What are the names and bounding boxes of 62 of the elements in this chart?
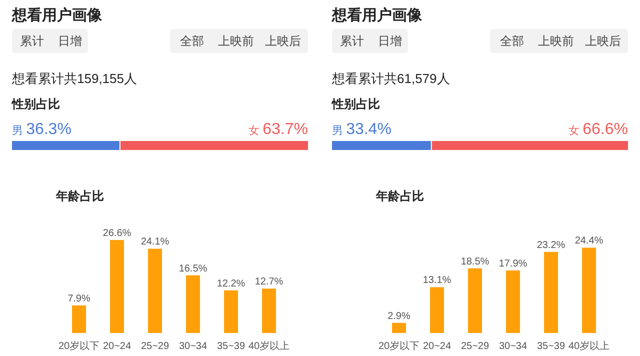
chart-title: 性别占比 [11, 97, 60, 111]
text: 想看用户画像 [11, 6, 103, 24]
data-label: 33.4% [346, 121, 392, 138]
series-label: 男 [12, 125, 26, 137]
data-label: 36.3% [26, 121, 72, 138]
text: 日增 [58, 34, 82, 48]
bar [468, 268, 482, 333]
data-label: 24.1% [140, 236, 170, 248]
text: 想看用户画像 [331, 6, 423, 24]
x-tick-label: 30~34 [498, 341, 528, 352]
data-label: 12.7% [254, 276, 284, 288]
text: 日增 [378, 34, 402, 48]
text: 上映前 [538, 34, 574, 48]
bar [186, 275, 200, 333]
x-tick-label: 20~24 [422, 341, 452, 352]
bar [72, 305, 86, 333]
data-label: 7.9% [68, 293, 91, 304]
bar [392, 322, 406, 333]
data-label: 63.7% [262, 121, 308, 138]
data-label: 12.2% [216, 278, 246, 290]
text: 上映前 [218, 34, 254, 48]
x-tick-label: 35~39 [216, 341, 246, 352]
x-tick-label: 20岁以下 [378, 340, 420, 352]
text: 累计 [20, 34, 44, 48]
data-label: 18.5% [460, 256, 490, 268]
text: 全部 [180, 34, 204, 48]
chart-title: 年龄占比 [55, 189, 104, 203]
bar [506, 270, 520, 333]
data-label: 17.9% [498, 258, 528, 270]
bar [110, 240, 124, 333]
text: 想看累计共61,579人 [331, 71, 450, 86]
bar [544, 252, 558, 333]
x-tick-label: 40岁以上 [568, 340, 610, 352]
data-label: 66.6% [582, 121, 628, 138]
data-label: 23.2% [536, 240, 566, 251]
x-tick-label: 20~24 [102, 341, 132, 352]
chart-title: 性别占比 [331, 97, 380, 111]
x-tick-label: 20岁以下 [58, 340, 100, 352]
series-label: 女 [248, 125, 263, 137]
data-label: 2.9% [388, 310, 411, 322]
text: 全部 [500, 34, 524, 48]
bar [224, 290, 238, 333]
data-label: 13.1% [422, 275, 452, 286]
bar [582, 248, 596, 333]
text: 上映后 [585, 34, 621, 48]
text: 想看累计共159,155人 [11, 71, 137, 86]
bar [148, 248, 162, 333]
bar [430, 287, 444, 333]
series-label: 女 [568, 125, 583, 137]
x-tick-label: 25~29 [140, 341, 170, 352]
text: 累计 [340, 34, 364, 48]
data-label: 24.4% [574, 236, 604, 247]
x-tick-label: 35~39 [536, 341, 566, 352]
x-tick-label: 40岁以上 [248, 340, 290, 352]
x-tick-label: 25~29 [460, 341, 490, 352]
x-tick-label: 30~34 [178, 341, 208, 352]
data-label: 16.5% [178, 263, 208, 274]
series-label: 男 [332, 125, 346, 137]
data-label: 26.6% [102, 228, 132, 239]
bar [262, 288, 276, 333]
text: 上映后 [265, 34, 301, 48]
chart-title: 年龄占比 [375, 189, 424, 203]
